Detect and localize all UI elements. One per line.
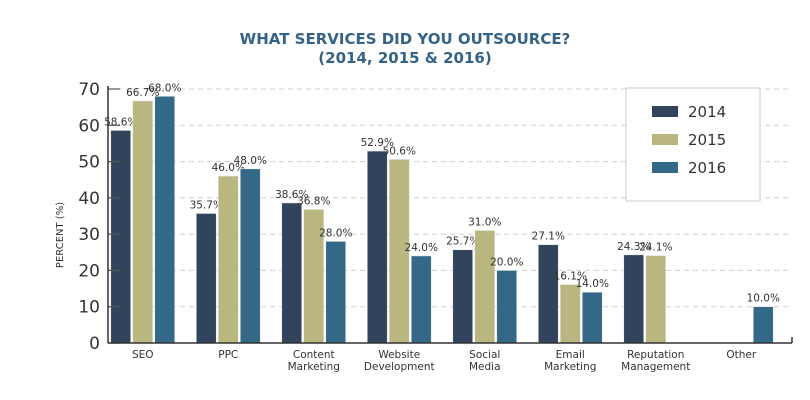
bar-2014 (110, 130, 132, 344)
data-label: 31.0% (468, 217, 501, 229)
data-label: 14.0% (576, 278, 609, 290)
bar-2016 (581, 291, 603, 344)
bar-2014 (366, 150, 388, 344)
y-tick-label: 70 (78, 80, 100, 100)
data-label: 68.0% (148, 82, 181, 94)
x-category-label: Website Development (364, 349, 435, 373)
bar-2014 (537, 244, 559, 344)
data-label: 20.0% (490, 256, 523, 268)
bar-2014 (195, 213, 217, 344)
data-label: 16.1% (554, 271, 587, 283)
data-label: 58.6% (104, 116, 137, 128)
data-label: 28.0% (319, 227, 352, 239)
bar-2014 (623, 254, 645, 344)
y-tick-label: 20 (78, 261, 100, 281)
data-label: 46.0% (212, 162, 245, 174)
chart-title: WHAT SERVICES DID YOU OUTSOURCE? (240, 30, 571, 48)
x-category-label: Reputation Management (621, 349, 690, 373)
data-label: 48.0% (234, 155, 267, 167)
x-category-label: Content Marketing (288, 349, 340, 373)
bar-2016 (239, 168, 261, 344)
bar-2015 (217, 175, 239, 344)
y-tick-label: 60 (78, 116, 100, 136)
data-label: 24.3% (617, 241, 650, 253)
bar-2016 (154, 95, 176, 344)
data-label: 35.7% (190, 199, 223, 211)
bar-2016 (410, 255, 432, 344)
legend-label-2015: 2015 (688, 131, 726, 149)
x-category-label: Other (726, 349, 756, 361)
data-label: 66.7% (126, 87, 159, 99)
data-label: 24.0% (405, 242, 438, 254)
bar-2016 (325, 241, 347, 344)
y-tick-label: 40 (78, 189, 100, 209)
data-label: 36.8% (297, 195, 330, 207)
bar-2015 (132, 100, 154, 344)
data-label: 24.1% (639, 242, 672, 254)
y-tick-label: 10 (78, 298, 100, 318)
bar-2016 (752, 306, 774, 344)
chart-subtitle: (2014, 2015 & 2016) (318, 49, 491, 67)
legend-swatch-2014 (652, 106, 678, 117)
x-category-label: SEO (132, 349, 154, 361)
legend-swatch-2016 (652, 162, 678, 173)
y-tick-label: 50 (78, 153, 100, 173)
x-category-label: Social Media (469, 349, 501, 373)
y-tick-label: 30 (78, 225, 100, 245)
legend-label-2014: 2014 (688, 103, 726, 121)
bar-2015 (474, 230, 496, 344)
bar-2014 (452, 249, 474, 344)
data-label: 52.9% (361, 137, 394, 149)
x-category-label: Email Marketing (544, 349, 596, 373)
legend-swatch-2015 (652, 134, 678, 145)
legend-box (625, 87, 761, 202)
x-category-label: PPC (218, 349, 238, 361)
bar-2015 (559, 284, 581, 344)
y-tick-label: 0 (89, 334, 100, 354)
data-label: 10.0% (747, 293, 780, 305)
data-label: 27.1% (532, 231, 565, 243)
y-axis-label: PERCENT (%) (55, 202, 66, 268)
data-label: 38.6% (275, 189, 308, 201)
bar-2015 (645, 255, 667, 344)
data-label: 25.7% (446, 236, 479, 248)
legend-label-2016: 2016 (688, 159, 726, 177)
bar-2016 (496, 270, 518, 344)
bar-2014 (281, 202, 303, 344)
data-label: 50.6% (383, 145, 416, 157)
